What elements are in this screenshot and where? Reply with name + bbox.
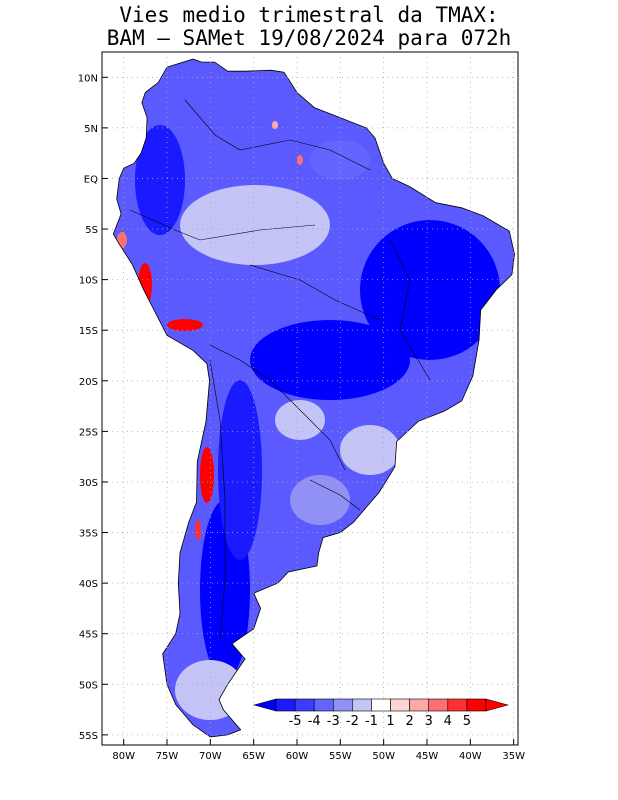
bias-region-south-brazil bbox=[340, 425, 400, 475]
colorbar-swatch bbox=[409, 698, 430, 712]
colorbar-label: -5 bbox=[289, 714, 302, 729]
lat-tick-label: 5S bbox=[85, 225, 98, 236]
bias-region-colombia bbox=[135, 125, 185, 235]
lon-tick-label: 35W bbox=[502, 751, 525, 762]
bias-region-guianas bbox=[310, 140, 370, 180]
border-paraguay bbox=[289, 399, 346, 471]
border-bolivia-argentina bbox=[209, 344, 291, 401]
map-title-line2: BAM – SAMet 19/08/2024 para 072h bbox=[106, 26, 512, 50]
lon-tick-label: 75W bbox=[156, 751, 179, 762]
lon-tick-label: 40W bbox=[459, 751, 482, 762]
country-borders bbox=[129, 99, 431, 641]
colorbar-label: 1 bbox=[386, 714, 394, 729]
bias-region-amazon-west bbox=[180, 185, 330, 265]
bias-region-chile-central bbox=[200, 447, 214, 503]
lon-tick-label: 55W bbox=[329, 751, 352, 762]
lon-tick-label: 80W bbox=[112, 751, 135, 762]
bias-region-venezuela-spot bbox=[297, 155, 303, 165]
colorbar-swatch bbox=[352, 698, 372, 712]
lat-tick-label: 35S bbox=[79, 529, 98, 540]
lon-tick-label: 45W bbox=[416, 751, 439, 762]
lat-tick-label: 30S bbox=[79, 478, 98, 489]
bias-region-peru-andes bbox=[167, 319, 203, 331]
colorbar-swatch bbox=[428, 698, 449, 712]
colorbar-label: 2 bbox=[405, 714, 413, 729]
colorbar-label: -1 bbox=[365, 714, 378, 729]
lon-tick-label: 60W bbox=[286, 751, 309, 762]
colorbar-swatch bbox=[447, 698, 468, 712]
colorbar-label: -3 bbox=[327, 714, 340, 729]
border-uruguay bbox=[309, 479, 361, 511]
lat-tick-label: 10S bbox=[79, 276, 98, 287]
graticule bbox=[102, 52, 518, 745]
colorbar-overflow-arrow bbox=[485, 698, 510, 712]
lat-tick-label: 10N bbox=[78, 73, 98, 84]
lat-tick-label: 45S bbox=[79, 630, 98, 641]
map-title-line1: Vies medio trimestral da TMAX: bbox=[119, 3, 499, 27]
border-brazil-states bbox=[389, 239, 431, 381]
colorbar-label: -2 bbox=[346, 714, 359, 729]
colorbar-swatch bbox=[466, 698, 487, 712]
bias-region-venezuela-spot2 bbox=[272, 121, 278, 129]
bias-region-uruguay bbox=[290, 475, 350, 525]
lat-tick-label: 5N bbox=[84, 124, 98, 135]
bias-region-central-brazil bbox=[250, 320, 410, 400]
bias-region-paraguay bbox=[275, 400, 325, 440]
colorbar-swatch bbox=[313, 698, 334, 712]
border-bolivia-brazil bbox=[249, 264, 381, 321]
colorbar-label: -4 bbox=[308, 714, 321, 729]
lon-tick-label: 70W bbox=[199, 751, 222, 762]
colorbar-swatch bbox=[332, 698, 353, 712]
lat-tick-label: 55S bbox=[79, 731, 98, 742]
lon-tick-label: 65W bbox=[242, 751, 265, 762]
lat-tick-label: 40S bbox=[79, 579, 98, 590]
border-venezuela bbox=[184, 99, 371, 171]
lat-tick-label: EQ bbox=[84, 174, 98, 185]
bias-field bbox=[117, 121, 500, 720]
lat-tick-label: 25S bbox=[79, 427, 98, 438]
axes: 80W 75W 70W 65W 60W 55W 50W 45W 40W 35W 10N 5N EQ 5S 1… bbox=[78, 73, 525, 762]
lat-tick-label: 15S bbox=[79, 326, 98, 337]
colorbar-label: 4 bbox=[444, 714, 452, 729]
colorbar-swatch bbox=[294, 698, 315, 712]
bias-region-argentina-west bbox=[218, 380, 262, 560]
colorbar-label: 3 bbox=[425, 714, 433, 729]
colorbar-label: 5 bbox=[463, 714, 471, 729]
border-chile-argentina bbox=[209, 359, 226, 641]
colorbar-swatch bbox=[390, 698, 410, 712]
colorbar-swatch bbox=[275, 698, 296, 712]
lat-tick-label: 20S bbox=[79, 377, 98, 388]
coastline bbox=[112, 58, 515, 738]
lon-tick-label: 50W bbox=[372, 751, 395, 762]
colorbar-swatch bbox=[371, 698, 391, 712]
colorbar: -5 -4 -3 -2 -1 1 2 3 4 5 bbox=[252, 698, 510, 729]
bias-region-chile-south bbox=[195, 520, 201, 540]
border-colombia-peru bbox=[129, 209, 316, 241]
bias-region-northeast-brazil bbox=[360, 220, 500, 360]
lat-tick-label: 50S bbox=[79, 680, 98, 691]
